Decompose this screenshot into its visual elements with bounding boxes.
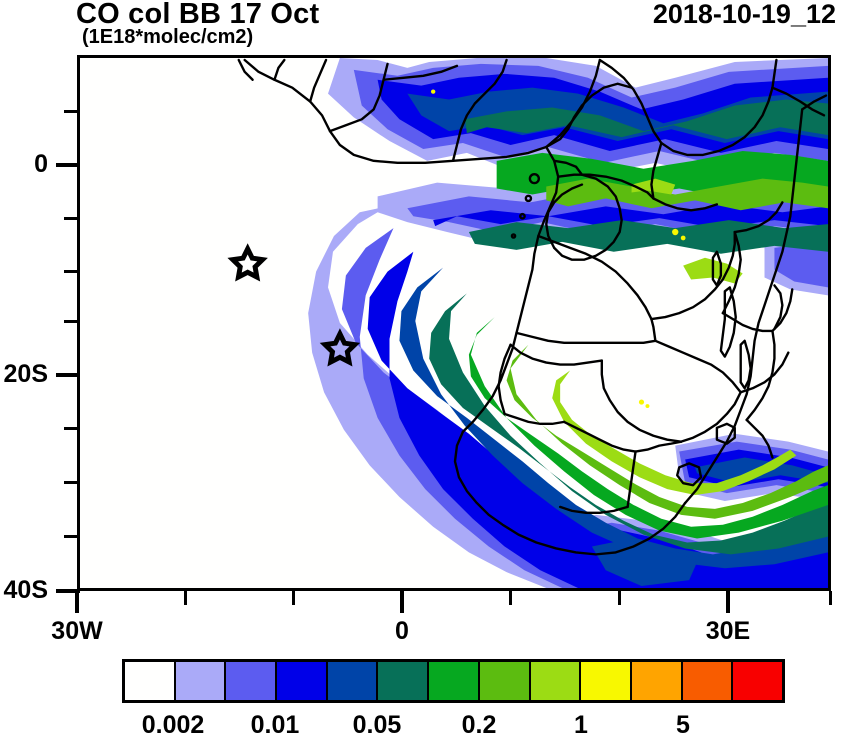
colorbar-cell-6 [429, 662, 480, 700]
y-tick-major-40S [56, 589, 80, 593]
coastline-overlay [237, 58, 828, 556]
colorbar-cell-4 [327, 662, 379, 700]
y-tick-minor-7 [64, 535, 80, 538]
colorbar-cell-9 [581, 662, 632, 700]
x-tick-minor-1 [184, 591, 187, 605]
y-tick-minor-4 [64, 320, 80, 323]
x-axis-label-30E: 30E [705, 617, 751, 645]
y-tick-minor-6 [64, 481, 80, 484]
y-axis-label-40S: 40S [3, 576, 48, 604]
y-axis-label-0: 0 [34, 150, 48, 178]
colorbar-tick-label-0.01: 0.01 [250, 711, 300, 739]
y-tick-minor-2 [64, 217, 80, 220]
y-tick-minor-5 [64, 427, 80, 430]
units-subtitle: (1E18*molec/cm2) [82, 26, 254, 48]
colorbar-cell-5 [378, 662, 430, 700]
colorbar[interactable] [122, 659, 785, 703]
colorbar-cell-3 [277, 662, 328, 700]
colorbar-tick-label-0.002: 0.002 [141, 711, 205, 739]
station-marker-1 [227, 243, 268, 282]
colorbar-cell-10 [631, 662, 683, 700]
colorbar-tick-label-5: 5 [676, 711, 690, 739]
colorbar-cell-0 [125, 662, 176, 700]
y-axis-label-20S: 20S [3, 360, 48, 388]
colorbar-tick-label-0.05: 0.05 [352, 711, 402, 739]
x-tick-minor-5 [829, 591, 832, 605]
colorbar-cell-1 [175, 662, 227, 700]
y-tick-minor-1 [64, 110, 80, 113]
colorbar-cell-2 [226, 662, 278, 700]
x-tick-minor-4 [618, 591, 621, 605]
station-markers [227, 243, 361, 367]
colorbar-cell-12 [733, 662, 782, 700]
y-tick-major-20S [56, 373, 80, 377]
x-tick-minor-2 [292, 591, 295, 605]
station-marker-2 [319, 328, 361, 367]
co-column-field [308, 58, 828, 588]
x-axis-label-30W: 30W [51, 617, 103, 645]
colorbar-tick-label-0.2: 0.2 [461, 711, 497, 739]
colorbar-cell-11 [682, 662, 734, 700]
x-tick-minor-3 [509, 591, 512, 605]
x-axis-label-0: 0 [395, 617, 409, 645]
y-tick-major-0 [56, 163, 80, 167]
map-plot-area [77, 55, 831, 591]
y-tick-minor-3 [64, 270, 80, 273]
colorbar-cell-8 [530, 662, 582, 700]
map-canvas [80, 58, 828, 588]
page-title: CO col BB 17 Oct [76, 0, 320, 30]
colorbar-tick-label-1: 1 [574, 711, 588, 739]
x-tick-major-30E [726, 591, 730, 613]
timestamp-label: 2018-10-19_12 [652, 0, 836, 29]
colorbar-cell-7 [479, 662, 531, 700]
x-tick-major-0 [400, 591, 404, 613]
x-tick-major-30W [75, 591, 79, 613]
